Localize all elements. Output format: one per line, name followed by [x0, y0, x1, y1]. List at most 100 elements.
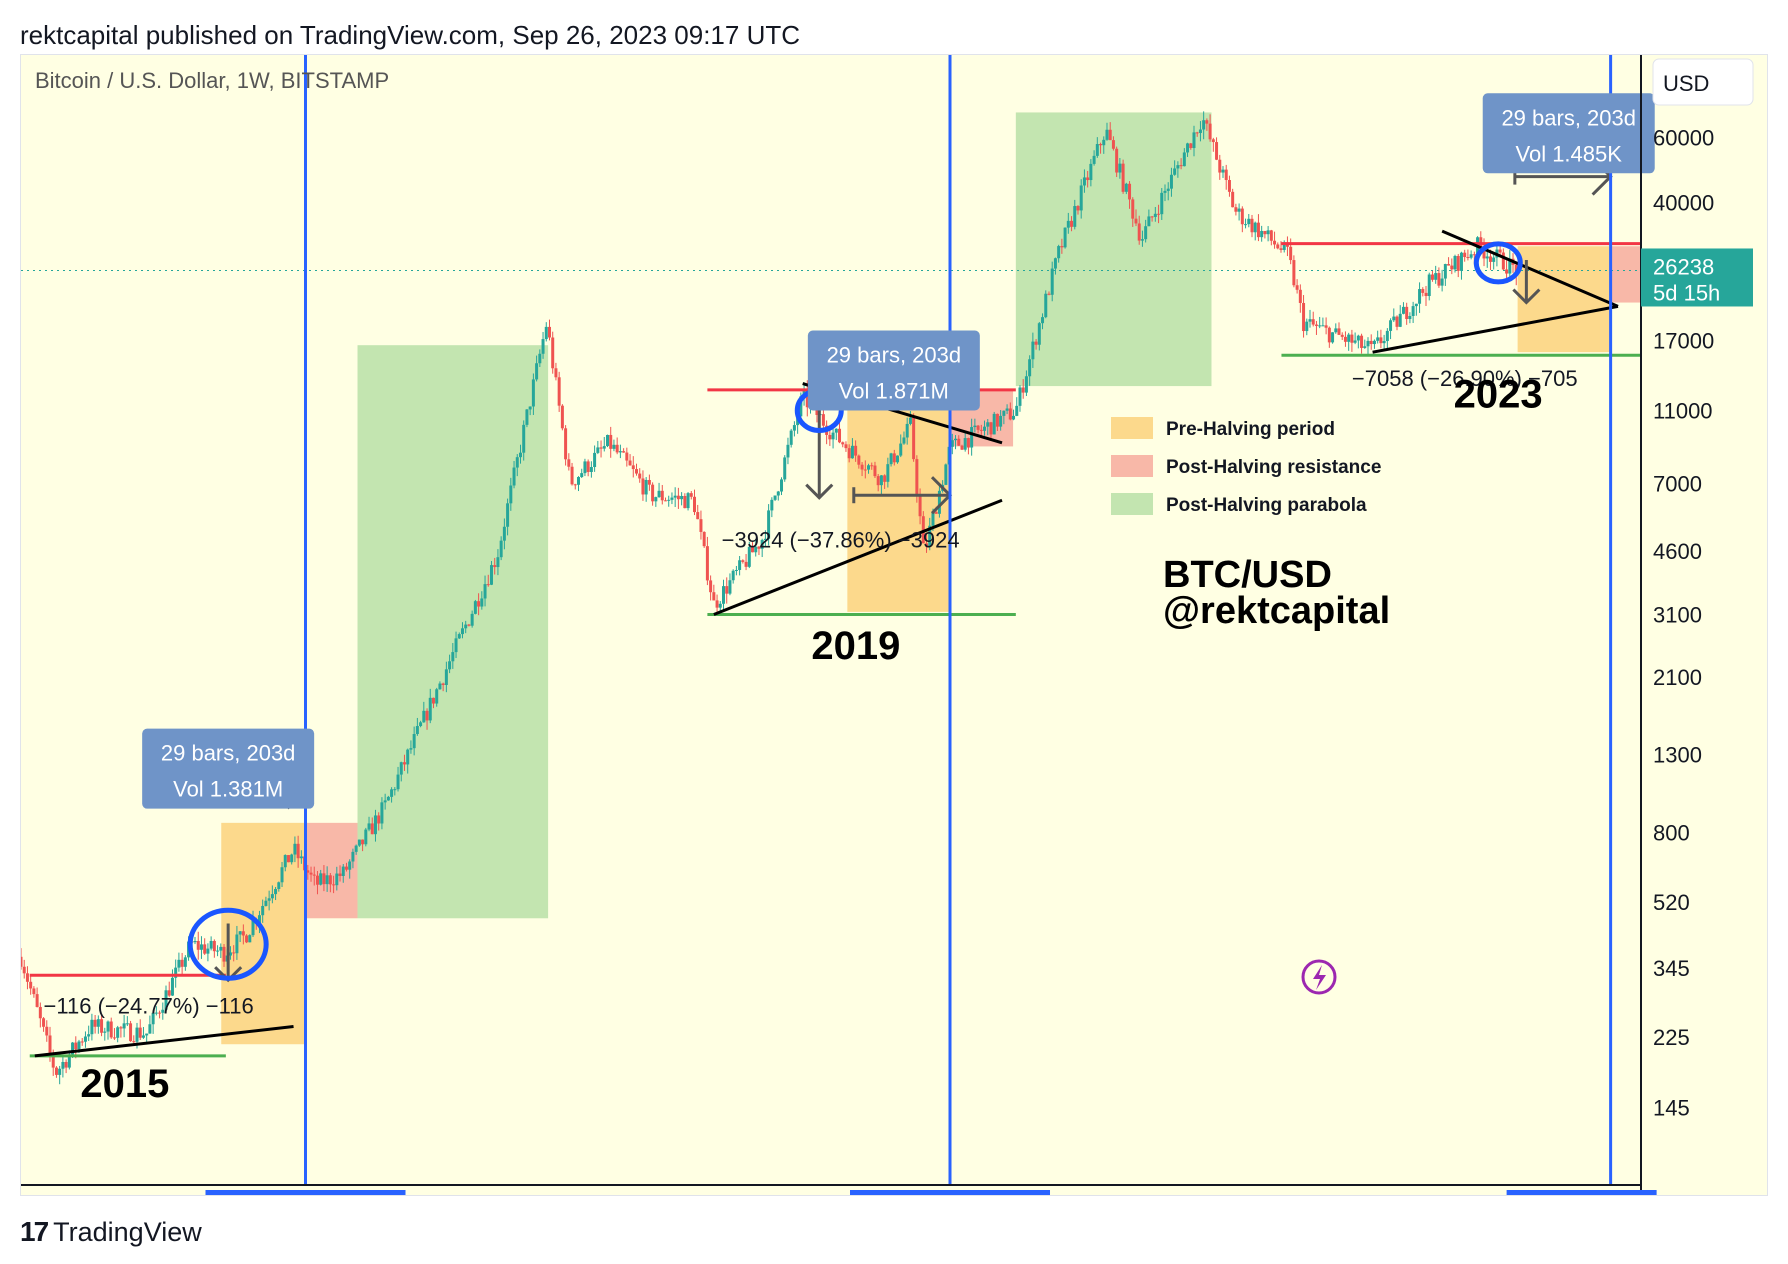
- candle-body: [180, 959, 184, 967]
- candle-body: [1463, 252, 1467, 258]
- candle-body: [1028, 359, 1032, 377]
- candle-body: [634, 469, 638, 474]
- candle-body: [512, 467, 516, 486]
- candle-body: [1382, 341, 1386, 344]
- candle-body: [509, 485, 513, 504]
- candle-body: [35, 994, 39, 1007]
- tradingview-footer[interactable]: 17 TradingView: [20, 1216, 202, 1248]
- candle-body: [277, 882, 281, 889]
- candle-body: [380, 802, 384, 824]
- cycle-year-2023: 2023: [1454, 373, 1543, 417]
- candle-body: [203, 944, 207, 954]
- candle-body: [1424, 292, 1428, 297]
- candle-body: [1321, 325, 1325, 327]
- candle-body: [1327, 327, 1331, 343]
- candle-body: [29, 981, 33, 989]
- candle-body: [1256, 222, 1260, 238]
- zones-layer: [221, 112, 1641, 1045]
- candle-body: [83, 1036, 87, 1042]
- candle-body: [1469, 254, 1473, 258]
- candle-body: [1366, 340, 1370, 347]
- candle-body: [744, 561, 748, 567]
- candle-body: [158, 1012, 162, 1014]
- candle-body: [799, 396, 803, 417]
- candle-body: [966, 438, 970, 448]
- candle-body: [451, 652, 455, 662]
- chart-frame[interactable]: 29 bars, 203d Vol 1.381M 29 bars, 203d Vol …: [20, 54, 1768, 1196]
- drop-measurement-1: −116 (−24.77%) −116: [44, 994, 254, 1019]
- candle-body: [61, 1061, 65, 1069]
- candle-body: [1250, 218, 1254, 233]
- candle-body: [673, 495, 677, 498]
- candle-body: [670, 497, 674, 500]
- candle-body: [396, 774, 400, 790]
- candle-body: [689, 493, 693, 497]
- candle-body: [64, 1061, 68, 1068]
- candle-body: [1198, 129, 1202, 134]
- y-tick-label: 11000: [1653, 398, 1713, 423]
- candle-body: [1392, 316, 1396, 321]
- candle-body: [776, 491, 780, 496]
- candle-body: [103, 1031, 107, 1033]
- candle-body: [1153, 213, 1157, 217]
- candle-body: [918, 494, 922, 517]
- candle-body: [306, 870, 310, 873]
- candle-body: [1082, 177, 1086, 186]
- candle-body: [196, 940, 200, 950]
- candle-body: [931, 512, 935, 526]
- candle-body: [1121, 163, 1125, 192]
- candle-body: [1095, 144, 1099, 156]
- candle-body: [944, 464, 948, 485]
- candle-body: [1356, 335, 1360, 341]
- candle-body: [1044, 293, 1048, 318]
- candle-body: [622, 451, 626, 453]
- candle-body: [1057, 246, 1061, 259]
- drop-arrow-2019-head: [805, 483, 834, 500]
- candle-body: [1160, 192, 1164, 215]
- candle-body: [576, 477, 580, 485]
- candle-body: [241, 931, 245, 936]
- candle-body: [992, 413, 996, 435]
- candle-body: [1508, 258, 1512, 274]
- candle-body: [1073, 206, 1077, 227]
- candle-body: [377, 815, 381, 824]
- candle-body: [757, 546, 761, 549]
- candle-body: [667, 499, 671, 501]
- measure-callout-3: [1482, 93, 1655, 174]
- candle-body: [596, 447, 600, 453]
- candle-body: [467, 624, 471, 626]
- candle-body: [473, 601, 477, 614]
- drop-arrow-2023-head: [1512, 288, 1541, 305]
- halving-date-badge-2: [850, 1190, 1051, 1195]
- candle-body: [602, 446, 606, 449]
- candle-body: [1311, 319, 1315, 325]
- candle-body: [1140, 239, 1144, 241]
- candle-body: [934, 512, 938, 514]
- candle-body: [1024, 376, 1028, 393]
- candle-body: [1134, 218, 1138, 224]
- candle-body: [560, 405, 564, 429]
- candle-body: [441, 683, 445, 685]
- candle-body: [886, 464, 890, 482]
- last-price-countdown: 5d 15h: [1653, 280, 1720, 305]
- candle-body: [715, 600, 719, 608]
- candle-body: [989, 422, 993, 435]
- candle-body: [783, 457, 787, 480]
- candle-body: [1218, 159, 1222, 173]
- candle-body: [344, 866, 348, 870]
- candle-body: [25, 973, 29, 982]
- candle-body: [1092, 155, 1096, 164]
- post-halving-parabola-zone-2020: [1015, 112, 1212, 387]
- candle-body: [1331, 332, 1335, 343]
- candle-body: [983, 426, 987, 431]
- candle-body: [261, 905, 265, 916]
- candle-body: [615, 444, 619, 453]
- candle-body: [828, 434, 832, 440]
- chart-svg[interactable]: 29 bars, 203d Vol 1.381M 29 bars, 203d Vol …: [21, 55, 1767, 1195]
- candle-body: [325, 875, 329, 885]
- candle-body: [1411, 306, 1415, 316]
- candle-body: [286, 855, 290, 863]
- candle-body: [145, 1033, 149, 1036]
- candle-body: [705, 546, 709, 581]
- candle-body: [1176, 165, 1180, 169]
